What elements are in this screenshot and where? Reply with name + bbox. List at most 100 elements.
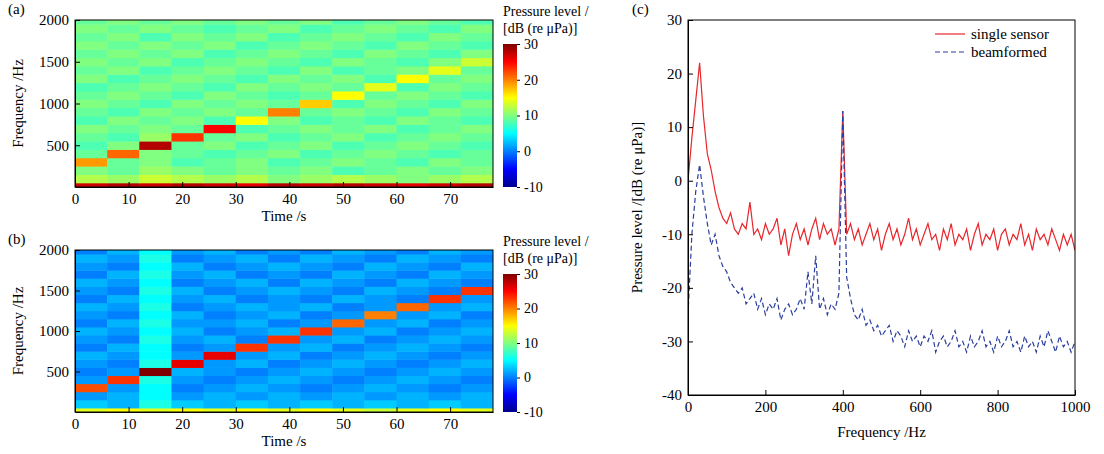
- heatmap-cell: [397, 384, 430, 393]
- heatmap-cell: [300, 295, 333, 304]
- heatmap-cell: [268, 343, 301, 352]
- heatmap-cell: [429, 359, 462, 368]
- heatmap-cell: [332, 74, 365, 83]
- heatmap-cell: [171, 400, 204, 409]
- axis: 500100015002000: [39, 242, 80, 412]
- heatmap-cell: [75, 116, 108, 125]
- tick: 10: [517, 336, 538, 351]
- heatmap-cell: [300, 335, 333, 344]
- heatmap-cell: [397, 174, 430, 183]
- heatmap-cell: [268, 254, 301, 263]
- heatmap-cell: [300, 327, 333, 336]
- heatmap-cell: [171, 270, 204, 279]
- heatmap-cell: [461, 295, 493, 304]
- heatmap-cell: [268, 166, 301, 175]
- tick-mark: [517, 274, 520, 275]
- heatmap-cell: [300, 351, 333, 360]
- tick: 50: [336, 182, 351, 207]
- heatmap-cell: [204, 83, 237, 92]
- figure-svg: 010203040506070500100015002000Time /sFre…: [0, 0, 1104, 454]
- heatmap-cell: [429, 99, 462, 108]
- heatmap-cell: [139, 376, 172, 385]
- x-axis-title: Frequency /Hz: [837, 424, 926, 440]
- heatmap-cell: [268, 49, 301, 58]
- heatmap-cell: [171, 250, 204, 255]
- heatmap-cell: [461, 66, 493, 75]
- heatmap-cell: [139, 270, 172, 279]
- heatmap-cell: [300, 33, 333, 42]
- heatmap-cell: [364, 376, 397, 385]
- axis: -100102030: [517, 37, 543, 195]
- heatmap-cell: [300, 158, 333, 167]
- heatmap-cell: [236, 359, 269, 368]
- heatmap-cell: [171, 343, 204, 352]
- panel-label: (a): [8, 1, 25, 18]
- heatmap-cell: [300, 262, 333, 271]
- heatmap-cell: [461, 343, 493, 352]
- heatmap-cell: [204, 270, 237, 279]
- heatmap-cell: [268, 133, 301, 142]
- heatmap-cell: [268, 183, 301, 187]
- heatmap-cell: [397, 392, 430, 401]
- heatmap-cell: [268, 319, 301, 328]
- heatmap-cell: [332, 83, 365, 92]
- heatmap-cell: [107, 141, 140, 150]
- heatmap-cell: [429, 58, 462, 67]
- heatmap-cell: [332, 327, 365, 336]
- heatmap-cell: [332, 270, 365, 279]
- heatmap-cell: [107, 66, 140, 75]
- heatmap-cell: [75, 384, 108, 393]
- heatmap-cell: [171, 183, 204, 187]
- heatmap-cell: [461, 278, 493, 287]
- heatmap-cell: [204, 327, 237, 336]
- tick: 0: [675, 173, 694, 189]
- heatmap-cell: [429, 166, 462, 175]
- heatmap-cell: [300, 58, 333, 67]
- heatmap-cell: [300, 319, 333, 328]
- heatmap-cell: [429, 124, 462, 133]
- tick-label: 1000: [39, 323, 69, 339]
- heatmap-cell: [236, 24, 269, 33]
- heatmap-cell: [171, 149, 204, 158]
- heatmap-cell: [236, 327, 269, 336]
- heatmap-cell: [268, 91, 301, 100]
- heatmap-cell: [204, 41, 237, 50]
- heatmap-cell: [300, 278, 333, 287]
- plot-lines: [688, 63, 1075, 352]
- heatmap-cell: [107, 295, 140, 304]
- tick-mark: [450, 182, 451, 187]
- tick-label: 600: [909, 399, 932, 415]
- tick-mark: [688, 127, 693, 128]
- heatmap-cell: [171, 376, 204, 385]
- heatmap-cell: [204, 351, 237, 360]
- heatmap-cell: [204, 149, 237, 158]
- heatmap-cell: [300, 174, 333, 183]
- heatmap-cell: [171, 49, 204, 58]
- heatmap-cell: [204, 335, 237, 344]
- heatmap-cell: [300, 41, 333, 50]
- heatmap-cell: [171, 133, 204, 142]
- heatmap-cell: [236, 83, 269, 92]
- heatmap-cell: [139, 149, 172, 158]
- heatmap-cell: [75, 124, 108, 133]
- heatmap-cell: [107, 174, 140, 183]
- heatmap-cell: [236, 41, 269, 50]
- axis: 02004006008001000: [685, 390, 1091, 415]
- heatmap-cell: [204, 108, 237, 117]
- heatmap-cell: [107, 83, 140, 92]
- heatmap-cell: [364, 327, 397, 336]
- heatmap-cell: [300, 286, 333, 295]
- heatmap-cell: [332, 141, 365, 150]
- heatmap-cell: [236, 183, 269, 187]
- heatmap-cell: [332, 319, 365, 328]
- heatmap-cell: [397, 400, 430, 409]
- heatmap-cell: [332, 384, 365, 393]
- heatmap-cell: [107, 20, 140, 25]
- heatmap-cell: [397, 41, 430, 50]
- heatmap-cell: [429, 91, 462, 100]
- heatmap-cell: [268, 335, 301, 344]
- heatmap-cell: [364, 24, 397, 33]
- heatmap-cell: [461, 74, 493, 83]
- heatmap-cell: [236, 408, 269, 412]
- colorbar: [503, 44, 517, 187]
